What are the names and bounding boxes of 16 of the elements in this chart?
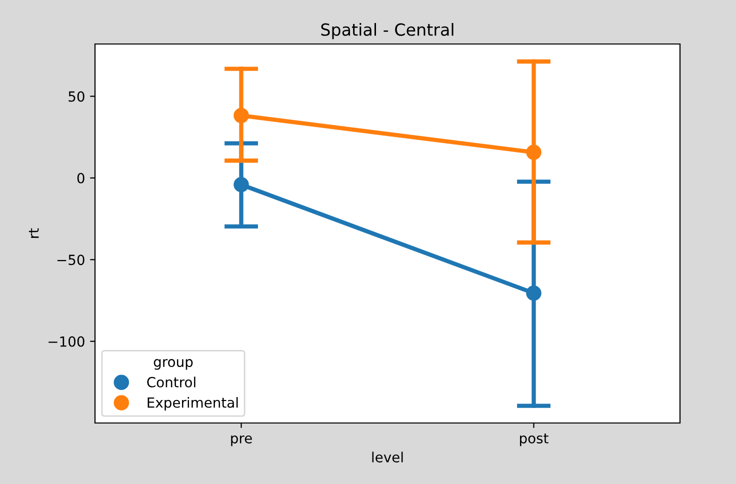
y-tick-label: −50 <box>57 254 84 266</box>
y-tick-label: −100 <box>48 336 84 347</box>
point <box>526 144 542 160</box>
point <box>526 285 542 301</box>
point <box>234 108 249 124</box>
y-tick-label: 50 <box>68 91 84 102</box>
y-axis-title: rt <box>28 228 39 238</box>
y-tick-label: 0 <box>77 172 84 184</box>
chart-title: Spatial - Central <box>321 23 454 40</box>
legend-label: Experimental <box>148 397 238 410</box>
x-tick-label: post <box>520 434 548 446</box>
legend-title: group <box>154 359 193 370</box>
legend-label: Control <box>147 376 196 388</box>
point <box>234 177 249 192</box>
x-tick-label: pre <box>231 436 252 446</box>
x-axis-title: level <box>372 452 403 462</box>
